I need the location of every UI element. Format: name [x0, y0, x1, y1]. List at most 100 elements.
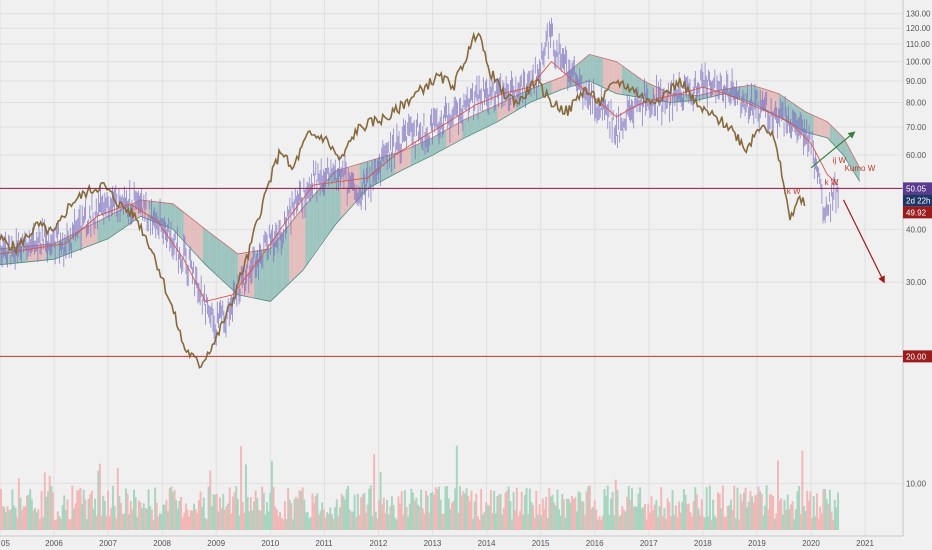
volume-bar	[16, 516, 19, 530]
volume-bar	[476, 516, 479, 530]
volume-bar	[822, 488, 825, 530]
time-tick-label: 2006	[45, 539, 63, 548]
price-tick-label: 80.00	[906, 98, 927, 107]
volume-bar	[403, 490, 406, 530]
volume-bar	[796, 491, 799, 530]
cloud-segment	[408, 147, 411, 167]
volume-bar	[81, 504, 84, 530]
volume-bar	[374, 511, 377, 530]
volume-bar	[121, 513, 124, 530]
volume-bar	[704, 517, 707, 530]
volume-bar	[379, 471, 382, 530]
volume-bar	[485, 502, 488, 530]
volume-bar	[729, 499, 732, 530]
cloud-segment	[554, 78, 557, 93]
volume-bar	[532, 505, 535, 530]
volume-bar	[272, 487, 275, 530]
volume-bar	[395, 519, 398, 530]
volume-bar	[287, 488, 290, 530]
cloud-segment	[302, 204, 306, 271]
cloud-segment	[208, 231, 211, 270]
volume-bar	[752, 502, 755, 530]
volume-bar	[739, 493, 742, 530]
volume-bar	[295, 496, 298, 530]
volume-bar	[165, 500, 168, 530]
volume-bar	[381, 504, 384, 530]
cloud-segment	[186, 214, 190, 247]
volume-bar	[598, 516, 601, 530]
volume-bar	[723, 516, 726, 530]
volume-bar	[150, 509, 153, 530]
volume-bar	[160, 514, 163, 530]
cloud-segment	[621, 65, 625, 95]
cloud-segment	[454, 123, 457, 144]
volume-bar	[535, 490, 538, 530]
volume-bar	[720, 508, 723, 530]
volume-bar	[686, 504, 689, 530]
cloud-segment	[164, 202, 168, 228]
volume-bar	[118, 496, 121, 530]
volume-bar	[167, 511, 170, 530]
cloud-segment	[305, 201, 309, 267]
volume-bar	[569, 502, 572, 530]
volume-bar	[319, 510, 322, 530]
volume-bar	[653, 504, 656, 530]
volume-bar	[643, 503, 646, 530]
volume-bar	[429, 493, 432, 530]
cloud-segment	[156, 201, 160, 224]
cloud-segment	[100, 218, 103, 242]
volume-bar	[402, 514, 405, 530]
cloud-segment	[613, 60, 617, 94]
indicator-lines	[0, 31, 839, 369]
cloud-segment	[459, 120, 463, 141]
volume-bar	[668, 502, 671, 530]
cloud-segment	[629, 71, 633, 97]
volume-bar	[837, 492, 840, 530]
volume-bar	[734, 518, 737, 530]
volume-bar	[725, 516, 728, 530]
cloud-segment	[602, 57, 606, 89]
volume-bar	[55, 519, 58, 530]
cloud-segment	[505, 99, 509, 117]
volume-bar	[530, 502, 533, 530]
volume-bar	[97, 470, 100, 530]
volume-bar	[455, 445, 458, 530]
volume-bar	[510, 519, 513, 530]
volume-bar	[347, 485, 350, 530]
volume-bar	[687, 503, 690, 530]
volume-bar	[627, 486, 630, 530]
volume-bar	[24, 506, 27, 530]
cloud-segment	[213, 235, 217, 275]
volume-bar	[715, 517, 718, 530]
volume-bar	[94, 498, 97, 530]
cloud-segment	[110, 213, 114, 237]
volume-bar	[527, 513, 530, 530]
volume-bar	[309, 517, 312, 530]
volume-bar	[416, 504, 419, 530]
volume-bar	[89, 494, 92, 530]
volume-bar	[618, 516, 621, 530]
cloud-segment	[205, 229, 209, 267]
volume-bar	[746, 507, 749, 530]
volume-bar	[107, 490, 110, 530]
cloud-segment	[597, 56, 601, 86]
volume-bar	[650, 496, 653, 530]
volume-bar	[483, 512, 486, 530]
cloud-segment	[435, 134, 438, 154]
cloud-segment	[173, 203, 176, 233]
volume-bar	[665, 518, 668, 530]
cloud-segment	[538, 85, 541, 100]
volume-bar	[25, 495, 28, 530]
volume-bar	[824, 489, 827, 530]
volume-bar	[22, 506, 25, 530]
cloud-segment	[200, 224, 203, 262]
time-axis[interactable]: 05 2006 2007 2008 2009 2010 2011 2012 2013 2014 20…	[1, 539, 874, 548]
cloud-segment	[821, 119, 825, 138]
cloud-segment	[283, 227, 287, 288]
volume-bar	[467, 495, 470, 530]
volume-bar	[230, 513, 233, 530]
cloud-segment	[405, 148, 409, 169]
volume-bar	[446, 486, 449, 530]
volume-bar	[407, 516, 410, 530]
